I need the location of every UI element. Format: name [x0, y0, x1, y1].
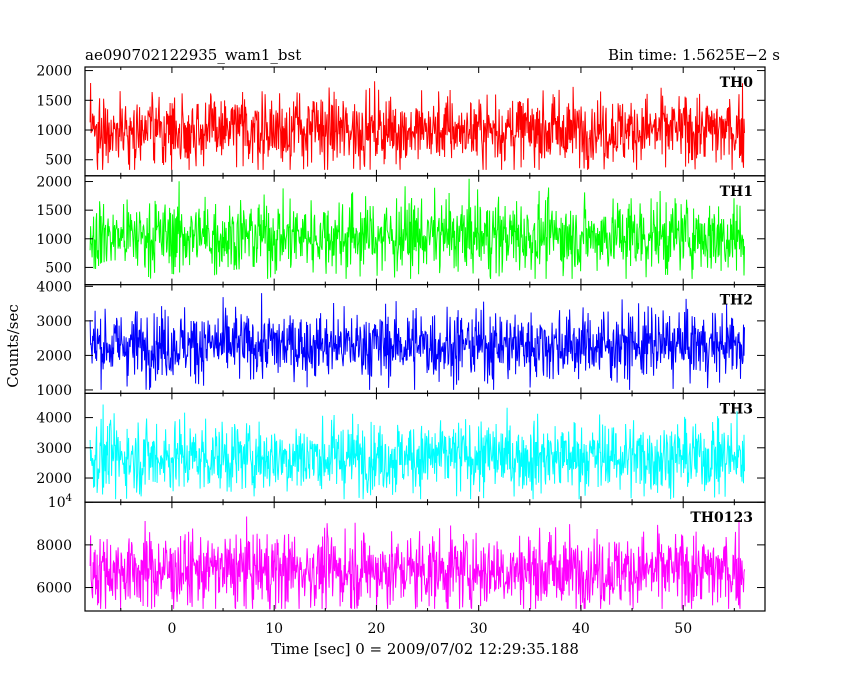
y-axis-label: Counts/sec — [4, 304, 22, 388]
panel-th3: 2000 3000 4000 TH3 — [36, 392, 766, 503]
y-tick-label: 2000 — [36, 64, 72, 80]
panel-th2: 1000 2000 3000 4000 TH2 — [36, 279, 766, 399]
x-axis-label: Time [sec] 0 = 2009/07/02 12:29:35.188 — [271, 640, 579, 658]
y-tick-label: 4000 — [36, 411, 72, 427]
panel-th1: 500 1000 1500 2000 TH1 — [36, 175, 766, 286]
x-tick-label: 0 — [167, 621, 176, 637]
y-tick-label: 2000 — [36, 471, 72, 487]
y-tick-label: 1500 — [36, 203, 72, 219]
panels: 500 1000 1500 2000 TH0 500 1000 1500 2000 TH1 1000… — [36, 64, 766, 612]
chart-title: ae090702122935_wam1_bst — [85, 46, 301, 64]
x-tick-label: 10 — [265, 621, 283, 637]
y-tick-label: 8000 — [36, 538, 72, 554]
y-tick-label: 2000 — [36, 348, 72, 364]
x-axis: 0 10 20 30 40 50 — [167, 621, 692, 637]
series-th1 — [89, 178, 745, 279]
x-tick-label: 40 — [572, 621, 590, 637]
series-th0123 — [89, 516, 745, 610]
y-tick-label: 500 — [45, 260, 72, 276]
y-tick-label: 3000 — [36, 314, 72, 330]
series-th2 — [89, 293, 745, 390]
y-tick-label: 104 — [48, 493, 72, 511]
y-tick-label: 500 — [45, 153, 72, 169]
x-tick-label: 20 — [368, 621, 386, 637]
y-tick-label: 1000 — [36, 123, 72, 139]
bin-time-label: Bin time: 1.5625E−2 s — [608, 46, 780, 64]
y-tick-label: 3000 — [36, 441, 72, 457]
x-tick-label: 30 — [470, 621, 488, 637]
y-tick-label: 1500 — [36, 93, 72, 109]
panel-th0: 500 1000 1500 2000 TH0 — [36, 64, 766, 177]
panel-label: TH3 — [720, 401, 753, 417]
y-tick-label: 1000 — [36, 232, 72, 248]
panel-frame — [84, 501, 766, 612]
panel-th0123: 6000 8000 104 TH0123 — [36, 493, 766, 612]
x-tick-label: 50 — [674, 621, 692, 637]
y-tick-label: 6000 — [36, 581, 72, 597]
series-th3 — [89, 404, 745, 500]
series-th0 — [89, 81, 745, 170]
y-tick-label: 2000 — [36, 175, 72, 191]
panel-label: TH1 — [720, 184, 753, 200]
y-tick-label: 4000 — [36, 279, 72, 295]
panel-label: TH0 — [720, 75, 754, 91]
y-tick-label: 1000 — [36, 383, 72, 399]
panel-label: TH0123 — [690, 510, 753, 526]
panel-label: TH2 — [720, 293, 753, 309]
